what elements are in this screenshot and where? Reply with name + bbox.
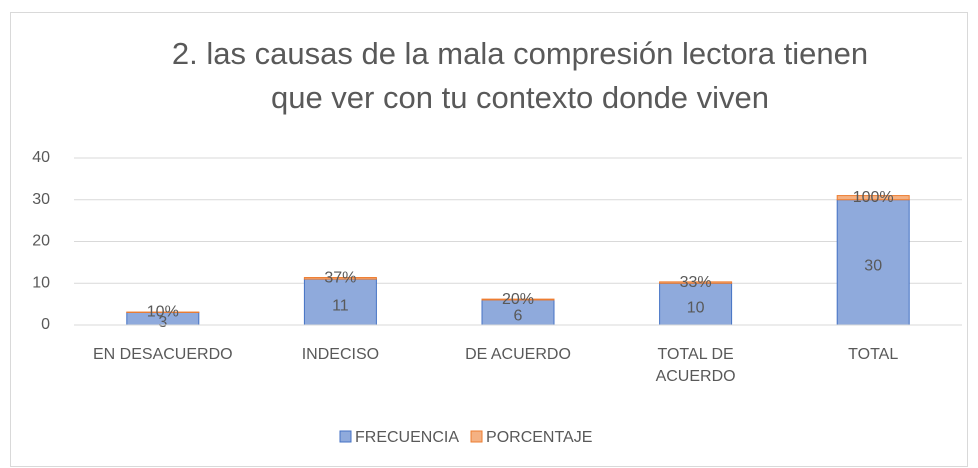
- y-tick-label: 10: [32, 274, 50, 291]
- data-label: 11: [332, 297, 349, 314]
- data-label: 10: [687, 299, 705, 316]
- data-label: 37%: [324, 270, 356, 287]
- bar-segment: [659, 281, 733, 284]
- chart-border: [10, 12, 968, 467]
- x-tick-label: DE ACUERDO: [465, 346, 571, 363]
- data-label: 6: [514, 308, 523, 325]
- legend-label: PORCENTAJE: [486, 429, 592, 446]
- y-tick-label: 20: [32, 233, 50, 250]
- chart-title: 2. las causas de la mala compresión lect…: [171, 36, 869, 115]
- bar-segment: [481, 298, 555, 301]
- bar-segment: [303, 278, 377, 326]
- legend-label: FRECUENCIA: [355, 429, 459, 446]
- bar-segment: [836, 199, 910, 326]
- x-tick-label: TOTAL DE ACUERDO: [655, 346, 736, 385]
- legend-swatch: [339, 430, 352, 443]
- x-tick-label: EN DESACUERDO: [93, 346, 233, 363]
- bar-segment: [836, 195, 910, 201]
- data-label: 30: [864, 258, 882, 275]
- data-label: 10%: [147, 303, 179, 320]
- data-label: 33%: [680, 274, 712, 291]
- data-label: 3: [158, 314, 167, 331]
- y-tick-label: 40: [32, 149, 50, 166]
- data-label: 100%: [853, 189, 894, 206]
- x-tick-label: INDECISO: [301, 346, 380, 363]
- data-label: 20%: [502, 291, 534, 308]
- bar-segment: [303, 277, 377, 280]
- x-tick-label: TOTAL: [848, 346, 899, 363]
- y-tick-label: 0: [41, 316, 50, 333]
- legend-swatch: [470, 430, 483, 443]
- y-tick-label: 30: [32, 191, 50, 208]
